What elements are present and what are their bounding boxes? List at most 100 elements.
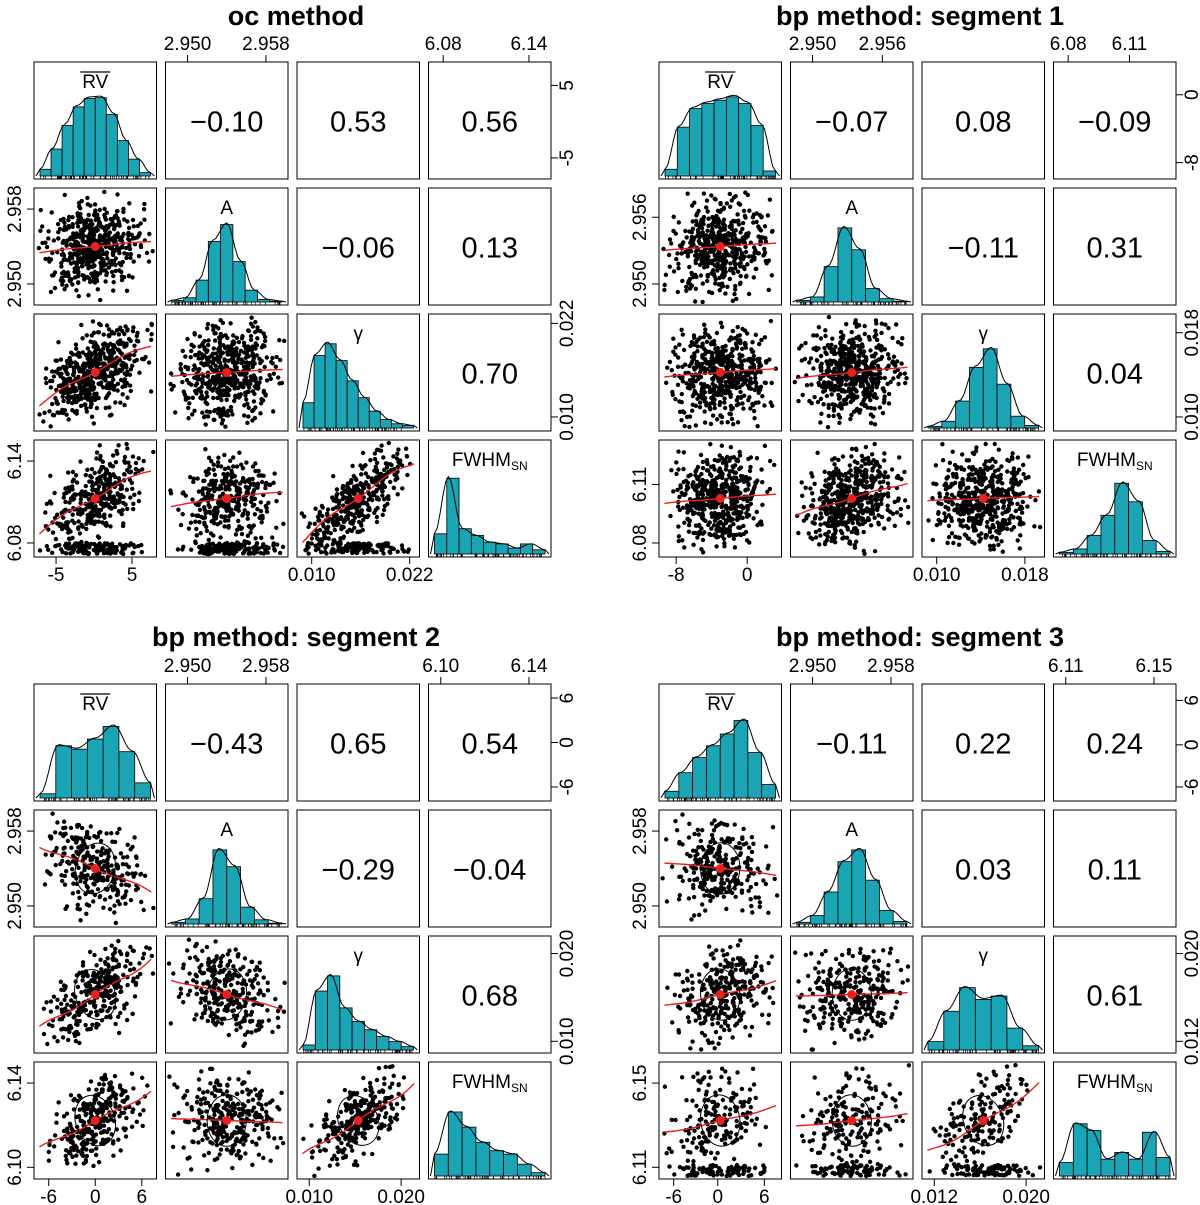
histogram-bar: [530, 1172, 546, 1177]
cell-frame: [296, 439, 420, 558]
histogram-bar: [878, 298, 894, 303]
x-tick-label: 2.950: [164, 656, 212, 677]
cell-r1-c3: 0.31: [1053, 187, 1177, 306]
density-curve: [35, 95, 155, 177]
cell-r3-c0: [658, 1061, 782, 1180]
mean-point: [222, 990, 232, 999]
histogram-bar: [692, 757, 707, 799]
diagonal-label: FWHMSN: [452, 1072, 528, 1095]
histogram-bar: [516, 1163, 532, 1177]
histogram-bar: [195, 279, 209, 303]
histogram-bar: [257, 299, 271, 303]
cell-r1-c3: −0.04: [428, 809, 552, 928]
cell-r3-c1: [790, 439, 914, 558]
histogram-bar: [941, 420, 957, 429]
x-tick-label: 0.018: [1001, 565, 1049, 586]
histogram-bar: [747, 752, 763, 799]
y-tick-label: 5: [557, 80, 578, 91]
scatter-points: [660, 812, 780, 922]
mean-point: [847, 990, 857, 999]
y-tick-label: 2.958: [5, 185, 26, 233]
rug-marks: [40, 176, 150, 179]
x-tick-label: 2.958: [867, 656, 915, 677]
histogram-bar: [226, 866, 241, 925]
x-tick-label: 6.11: [1048, 656, 1084, 677]
cell-r3-c2: [296, 1061, 420, 1180]
density-curve: [167, 847, 287, 925]
pairs-panel-3: bp method: segment 2 RV −0.43 0.65 0.54 A −0.2…: [5, 622, 578, 1205]
cell-r1-c0: [658, 187, 782, 306]
x-tick-label: 0: [90, 1187, 101, 1205]
y-tick-label: 2.950: [5, 882, 26, 930]
label-subscript: SN: [511, 1081, 528, 1095]
histogram-bar: [489, 1150, 504, 1177]
histogram-bar: [837, 227, 853, 303]
cell-frame: [165, 313, 289, 432]
x-tick-label: 2.950: [789, 34, 837, 55]
cell-frame: [658, 809, 782, 928]
diagonal-label: RV: [707, 694, 733, 715]
histogram-bar: [927, 425, 943, 429]
histogram-bar: [823, 266, 839, 303]
rug-marks: [171, 302, 281, 305]
histogram-bar: [400, 1046, 414, 1051]
y-tick-label: 6.10: [5, 1149, 26, 1186]
cell-frame: [428, 439, 552, 558]
x-tick-label: 0.020: [377, 1187, 425, 1205]
cell-r3-c2: [921, 1061, 1045, 1180]
y-tick-label: -5: [557, 149, 578, 166]
histogram-bar: [351, 1020, 365, 1051]
cell-r0-c1: −0.11: [790, 683, 914, 802]
histogram-bar: [434, 533, 448, 555]
y-tick-label: 0.010: [557, 393, 578, 441]
density-curve: [167, 222, 287, 303]
histogram-bar: [357, 397, 370, 429]
cell-r0-c2: 0.53: [296, 61, 420, 180]
rug-marks: [928, 1050, 1039, 1053]
histogram-bar: [738, 103, 752, 177]
rug-marks: [800, 302, 907, 305]
cell-r3-c2: [921, 439, 1045, 558]
histogram-bar: [974, 999, 992, 1051]
cell-frame: [33, 683, 157, 802]
density-curve: [35, 724, 155, 799]
mean-point: [222, 1116, 232, 1125]
histogram-bar: [207, 240, 222, 303]
cell-r3-c3: FWHMSN: [428, 1061, 552, 1180]
density-curve: [792, 847, 912, 925]
histogram-bar: [39, 168, 52, 177]
histogram-bar: [72, 106, 85, 177]
histogram-bar: [990, 995, 1008, 1051]
cell-r1-c1: A: [165, 187, 289, 306]
x-tick-label: 6.15: [1135, 656, 1172, 677]
histogram-bar: [1155, 1157, 1171, 1177]
cell-frame: [33, 439, 157, 558]
histogram-bar: [1072, 548, 1088, 555]
correlation-ellipse: [700, 968, 741, 1021]
x-tick-label: 0.010: [913, 565, 961, 586]
diagonal-label: RV: [82, 72, 108, 93]
cell-frame: [428, 61, 552, 180]
cell-frame: [790, 313, 914, 432]
cell-r1-c2: −0.29: [296, 809, 420, 928]
histogram-bar: [1128, 501, 1143, 555]
cell-frame: [790, 61, 914, 180]
correlation-value: 0.53: [330, 107, 386, 139]
cell-frame: [33, 313, 157, 432]
cell-r0-c2: 0.22: [921, 683, 1045, 802]
cell-frame: [33, 809, 157, 928]
cell-r2-c1: [165, 935, 289, 1054]
correlation-value: 0.04: [1087, 359, 1143, 391]
rug-marks: [43, 798, 151, 801]
cell-frame: [921, 313, 1045, 432]
histogram-bar: [483, 541, 497, 555]
x-tick-label: 0: [742, 565, 753, 586]
correlation-value: −0.04: [453, 855, 526, 887]
diagonal-label: A: [220, 820, 233, 841]
x-tick-label: 2.956: [859, 34, 907, 55]
histogram-bar: [184, 918, 200, 925]
histogram-bar: [240, 906, 255, 925]
rug-marks: [667, 798, 775, 801]
correlation-value: 0.24: [1087, 729, 1143, 761]
